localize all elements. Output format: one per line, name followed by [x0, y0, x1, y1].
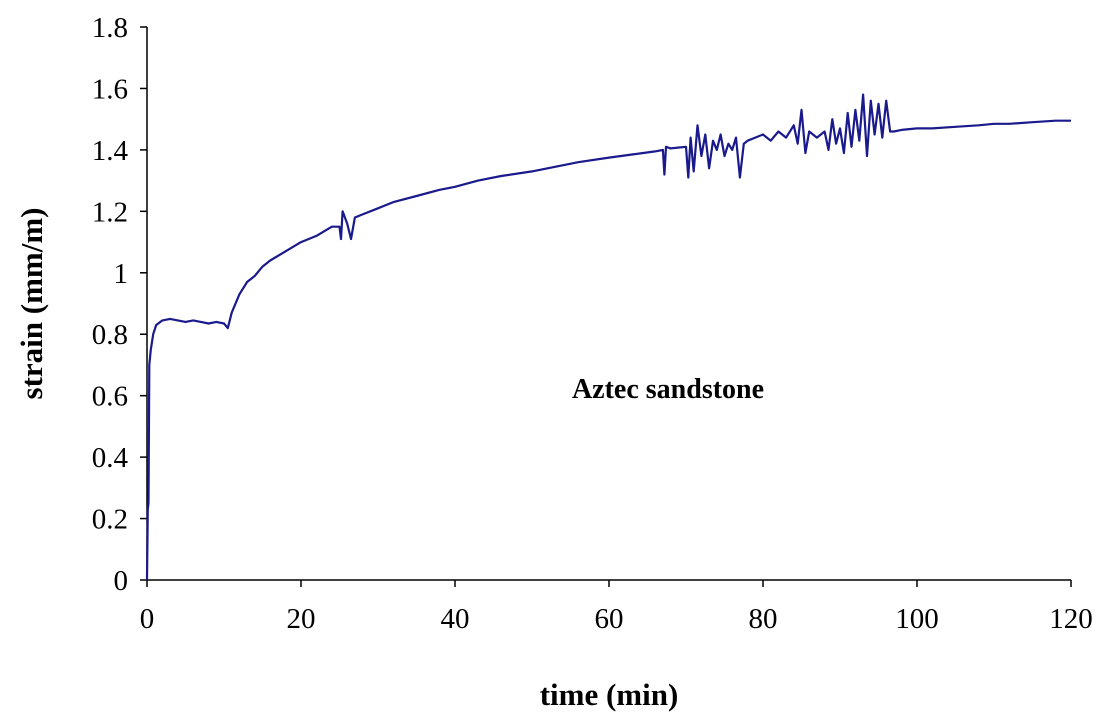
- annotation-aztec-sandstone: Aztec sandstone: [572, 374, 764, 405]
- x-tick-label: 80: [749, 603, 778, 635]
- plot-area: 0 20 40 60 80 100 120 0 0.2 0.4 0.6 0.8 1 1.2 1.4 1.6 1…: [92, 12, 1093, 635]
- y-axis-title: strain (mm/m): [14, 208, 49, 400]
- y-tick-label: 0.2: [92, 504, 128, 536]
- y-tick-label: 1.2: [92, 196, 128, 228]
- x-tick-label: 100: [895, 603, 939, 635]
- y-tick-label: 0.8: [92, 319, 128, 351]
- x-axis-ticks: 0 20 40 60 80 100 120: [140, 580, 1093, 635]
- y-axis-ticks: 0 0.2 0.4 0.6 0.8 1 1.2 1.4 1.6 1.8: [92, 12, 147, 597]
- x-tick-label: 120: [1049, 603, 1093, 635]
- x-axis-title: time (min): [540, 677, 679, 712]
- y-tick-label: 0: [114, 565, 129, 597]
- y-tick-label: 0.4: [92, 442, 129, 474]
- y-tick-label: 0.6: [92, 381, 128, 413]
- y-tick-label: 1.4: [92, 135, 129, 167]
- strain-series-line: [145, 93, 1071, 581]
- y-tick-label: 1.6: [92, 73, 128, 105]
- x-tick-label: 20: [287, 603, 316, 635]
- x-tick-label: 40: [441, 603, 470, 635]
- y-tick-label: 1: [114, 258, 129, 290]
- x-tick-label: 0: [140, 603, 155, 635]
- y-tick-label: 1.8: [92, 12, 128, 44]
- x-tick-label: 60: [595, 603, 624, 635]
